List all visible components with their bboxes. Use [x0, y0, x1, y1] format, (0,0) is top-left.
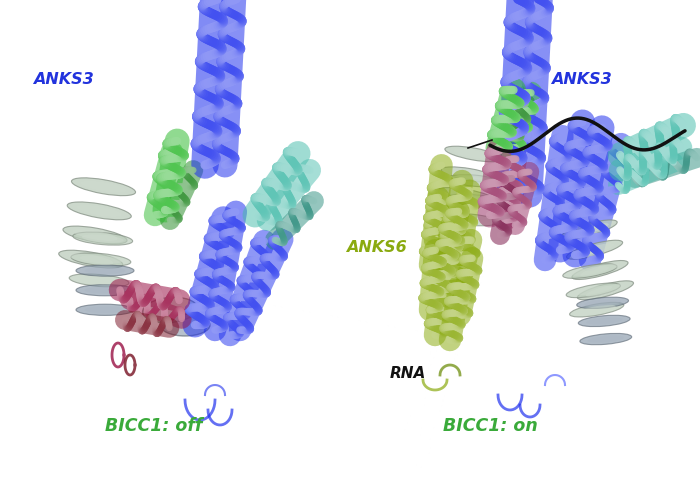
Text: RNA: RNA — [390, 366, 426, 381]
Ellipse shape — [63, 226, 127, 244]
Text: BICC1: off: BICC1: off — [105, 417, 203, 435]
Ellipse shape — [577, 297, 629, 308]
Ellipse shape — [59, 250, 122, 268]
Ellipse shape — [450, 170, 490, 180]
Ellipse shape — [80, 255, 122, 264]
Ellipse shape — [73, 232, 132, 245]
Ellipse shape — [571, 266, 609, 276]
Ellipse shape — [73, 229, 118, 241]
Ellipse shape — [445, 146, 502, 162]
Ellipse shape — [572, 260, 628, 280]
Ellipse shape — [82, 235, 124, 243]
Ellipse shape — [446, 190, 486, 200]
Ellipse shape — [574, 286, 612, 295]
Ellipse shape — [77, 205, 122, 217]
Ellipse shape — [563, 264, 617, 278]
Ellipse shape — [454, 197, 492, 204]
Ellipse shape — [578, 305, 616, 314]
Ellipse shape — [78, 276, 120, 285]
Ellipse shape — [570, 223, 609, 236]
Ellipse shape — [570, 302, 624, 317]
Ellipse shape — [85, 267, 125, 274]
Ellipse shape — [71, 253, 131, 266]
Ellipse shape — [580, 334, 631, 345]
Ellipse shape — [76, 285, 134, 296]
Ellipse shape — [566, 240, 622, 259]
Ellipse shape — [69, 253, 113, 265]
Ellipse shape — [452, 216, 490, 224]
Ellipse shape — [456, 177, 493, 185]
Ellipse shape — [588, 336, 624, 343]
Ellipse shape — [160, 314, 210, 336]
Ellipse shape — [85, 287, 125, 294]
Text: ANKS3: ANKS3 — [33, 72, 93, 87]
Ellipse shape — [454, 149, 494, 159]
Ellipse shape — [586, 317, 622, 325]
Ellipse shape — [447, 175, 502, 187]
Ellipse shape — [561, 220, 617, 239]
Ellipse shape — [438, 188, 495, 203]
Ellipse shape — [76, 265, 134, 276]
Ellipse shape — [575, 244, 614, 256]
Ellipse shape — [566, 283, 620, 297]
Ellipse shape — [586, 284, 625, 297]
Ellipse shape — [584, 299, 621, 306]
Ellipse shape — [71, 178, 136, 196]
Text: BICC1: on: BICC1: on — [442, 417, 538, 435]
Ellipse shape — [445, 194, 500, 206]
Ellipse shape — [441, 167, 498, 183]
Text: ANKS3: ANKS3 — [551, 72, 611, 87]
Ellipse shape — [81, 181, 126, 193]
Ellipse shape — [578, 315, 630, 327]
Ellipse shape — [76, 304, 134, 315]
Ellipse shape — [143, 297, 197, 323]
Ellipse shape — [67, 202, 132, 220]
Ellipse shape — [578, 281, 634, 300]
Ellipse shape — [444, 214, 498, 226]
Ellipse shape — [69, 274, 129, 287]
Text: ANKS6: ANKS6 — [346, 240, 407, 255]
Ellipse shape — [85, 306, 125, 313]
Ellipse shape — [580, 264, 620, 276]
